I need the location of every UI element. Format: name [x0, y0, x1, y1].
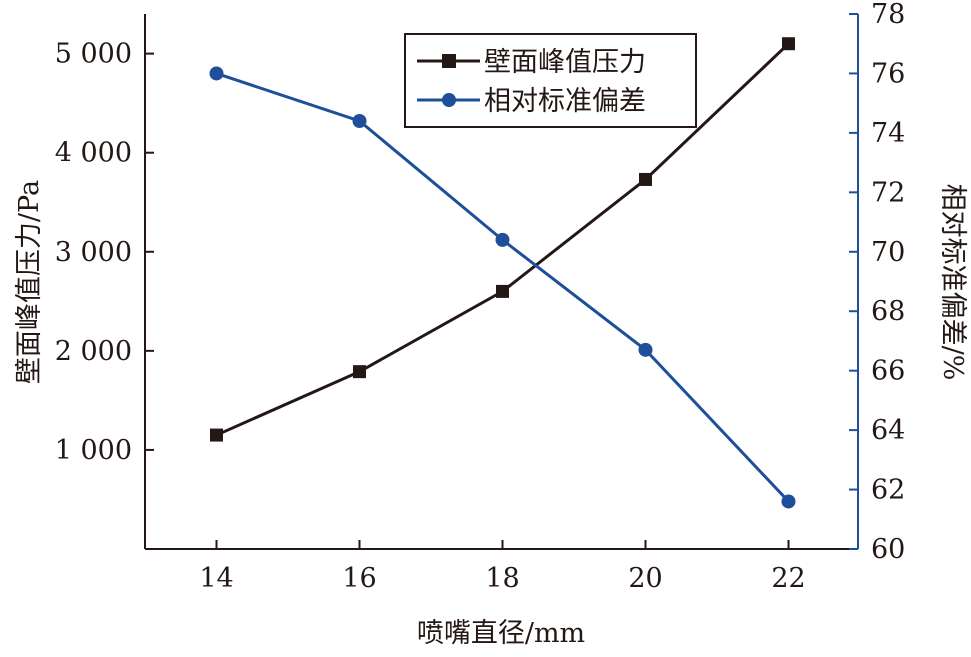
left-y-tick-label: 1 000: [55, 435, 132, 466]
legend-marker-circle: [442, 93, 456, 107]
legend-marker-square: [442, 54, 456, 68]
x-tick-label: 20: [628, 563, 662, 594]
left-y-axis-title: 壁面峰值压力/Pa: [14, 180, 45, 384]
x-tick-label: 18: [485, 563, 519, 594]
data-point-rsd: [352, 114, 367, 128]
data-point-pressure: [639, 172, 652, 186]
data-point-rsd: [495, 232, 510, 247]
data-point-pressure: [210, 428, 223, 442]
data-point-rsd: [638, 342, 653, 357]
data-point-pressure: [496, 284, 509, 298]
legend-entry-rsd: 相对标准偏差: [417, 86, 646, 117]
legend-box: [404, 33, 697, 128]
series-layer: [209, 37, 796, 509]
legend-label-pressure: 壁面峰值压力: [484, 47, 646, 78]
legend: 壁面峰值压力 相对标准偏差: [404, 33, 697, 128]
left-y-tick-label: 5 000: [55, 39, 132, 70]
data-point-pressure: [353, 365, 366, 379]
right-y-tick-label: 66: [871, 356, 905, 387]
left-y-tick-label: 4 000: [55, 138, 132, 169]
right-y-tick-label: 76: [871, 58, 905, 89]
right-y-tick-label: 70: [871, 237, 905, 268]
right-y-tick-label: 60: [871, 534, 905, 565]
x-tick-label: 16: [342, 563, 376, 594]
legend-entry-pressure: 壁面峰值压力: [417, 47, 646, 78]
right-y-tick-label: 72: [871, 177, 905, 208]
x-axis-title: 喷嘴直径/mm: [417, 618, 585, 649]
x-tick-label: 14: [199, 563, 233, 594]
legend-label-rsd: 相对标准偏差: [484, 86, 646, 117]
left-y-tick-label: 3 000: [55, 237, 132, 268]
data-point-rsd: [209, 66, 224, 81]
right-y-axis-ticks: 60 62 64 66 68 70 72 74 76 78: [849, 0, 905, 565]
right-y-tick-label: 74: [871, 118, 905, 149]
right-y-tick-label: 62: [871, 475, 905, 506]
right-y-tick-label: 68: [871, 296, 905, 327]
left-y-tick-label: 2 000: [55, 336, 132, 367]
right-y-tick-label: 64: [871, 415, 905, 446]
x-axis-ticks: 14 16 18 20 22: [199, 540, 806, 594]
data-point-pressure: [782, 37, 795, 51]
left-y-axis-ticks: 1 000 2 000 3 000 4 000 5 000: [55, 39, 154, 466]
right-y-tick-label: 78: [871, 0, 905, 30]
right-y-axis-title: 相对标准偏差/%: [937, 184, 968, 381]
x-tick-label: 22: [771, 563, 805, 594]
data-point-rsd: [781, 494, 796, 509]
